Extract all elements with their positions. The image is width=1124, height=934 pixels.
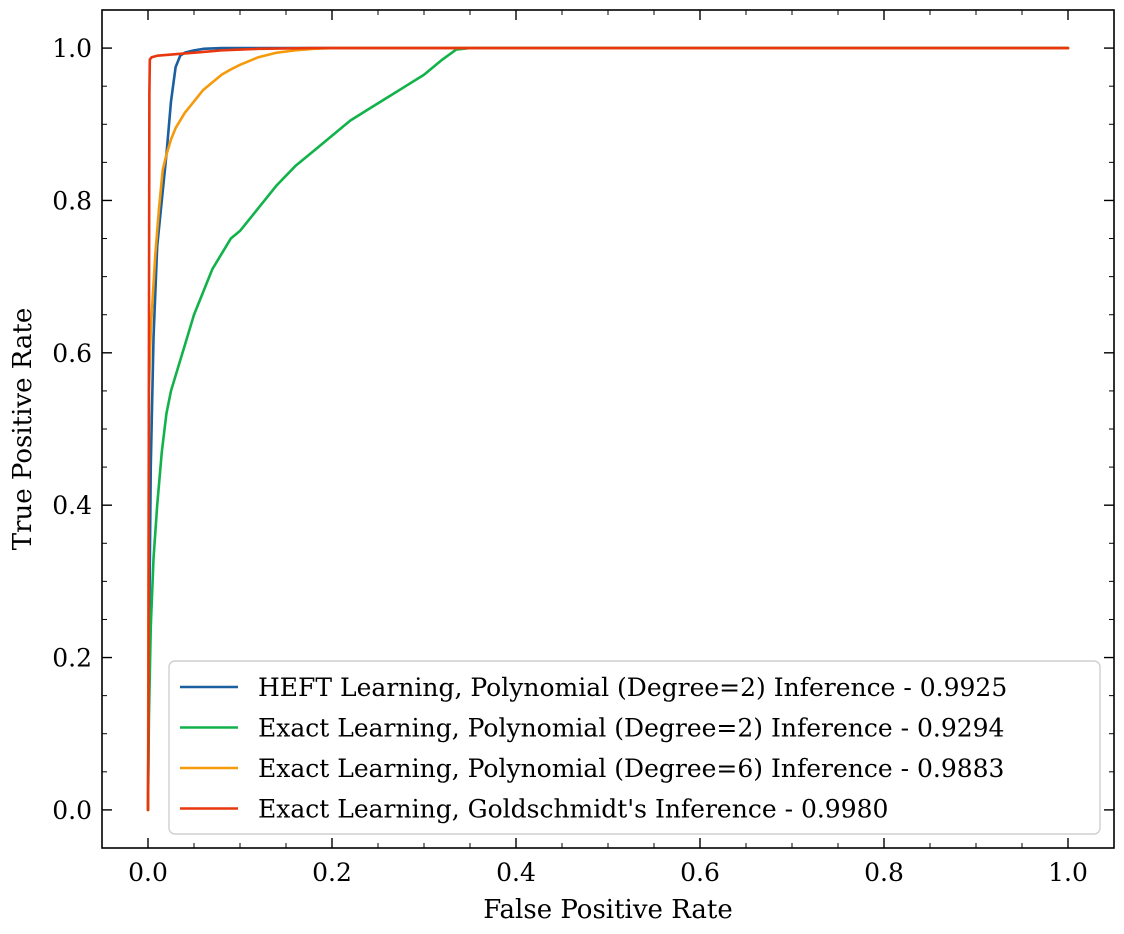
legend-label-2: Exact Learning, Polynomial (Degree=2) In… [258,714,1004,743]
x-tick-label: 0.2 [312,858,352,887]
y-tick-label: 0.2 [52,644,92,673]
y-axis-label: True Positive Rate [8,308,38,551]
y-tick-label: 0.4 [52,491,92,520]
legend-label-1: HEFT Learning, Polynomial (Degree=2) Inf… [258,673,1007,702]
tick-labels: 0.0 0.2 0.4 0.6 0.8 1.0 0.0 0.2 0.4 0.6 0.8 1.0 [52,34,1088,887]
x-tick-label: 0.8 [864,858,904,887]
series-line-2 [146,46,1070,812]
x-tick-label: 1.0 [1048,858,1088,887]
x-tick-label: 0.4 [496,858,536,887]
legend: HEFT Learning, Polynomial (Degree=2) Inf… [168,660,1101,835]
y-tick-label: 0.6 [52,339,92,368]
x-tick-label: 0.0 [128,858,168,887]
x-tick-label: 0.6 [680,858,720,887]
legend-label-3: Exact Learning, Polynomial (Degree=6) In… [258,754,1004,783]
x-axis-label: False Positive Rate [483,895,732,925]
series-line-4 [146,46,1070,812]
legend-label-4: Exact Learning, Goldschmidt's Inference … [258,795,888,824]
y-tick-label: 1.0 [52,34,92,63]
y-tick-label: 0.8 [52,186,92,215]
major-ticks [102,10,1114,848]
y-tick-label: 0.0 [52,796,92,825]
legend-box [168,660,1101,835]
plot-frame [101,9,1115,849]
series-layer [146,46,1070,812]
minor-ticks [101,9,1115,849]
